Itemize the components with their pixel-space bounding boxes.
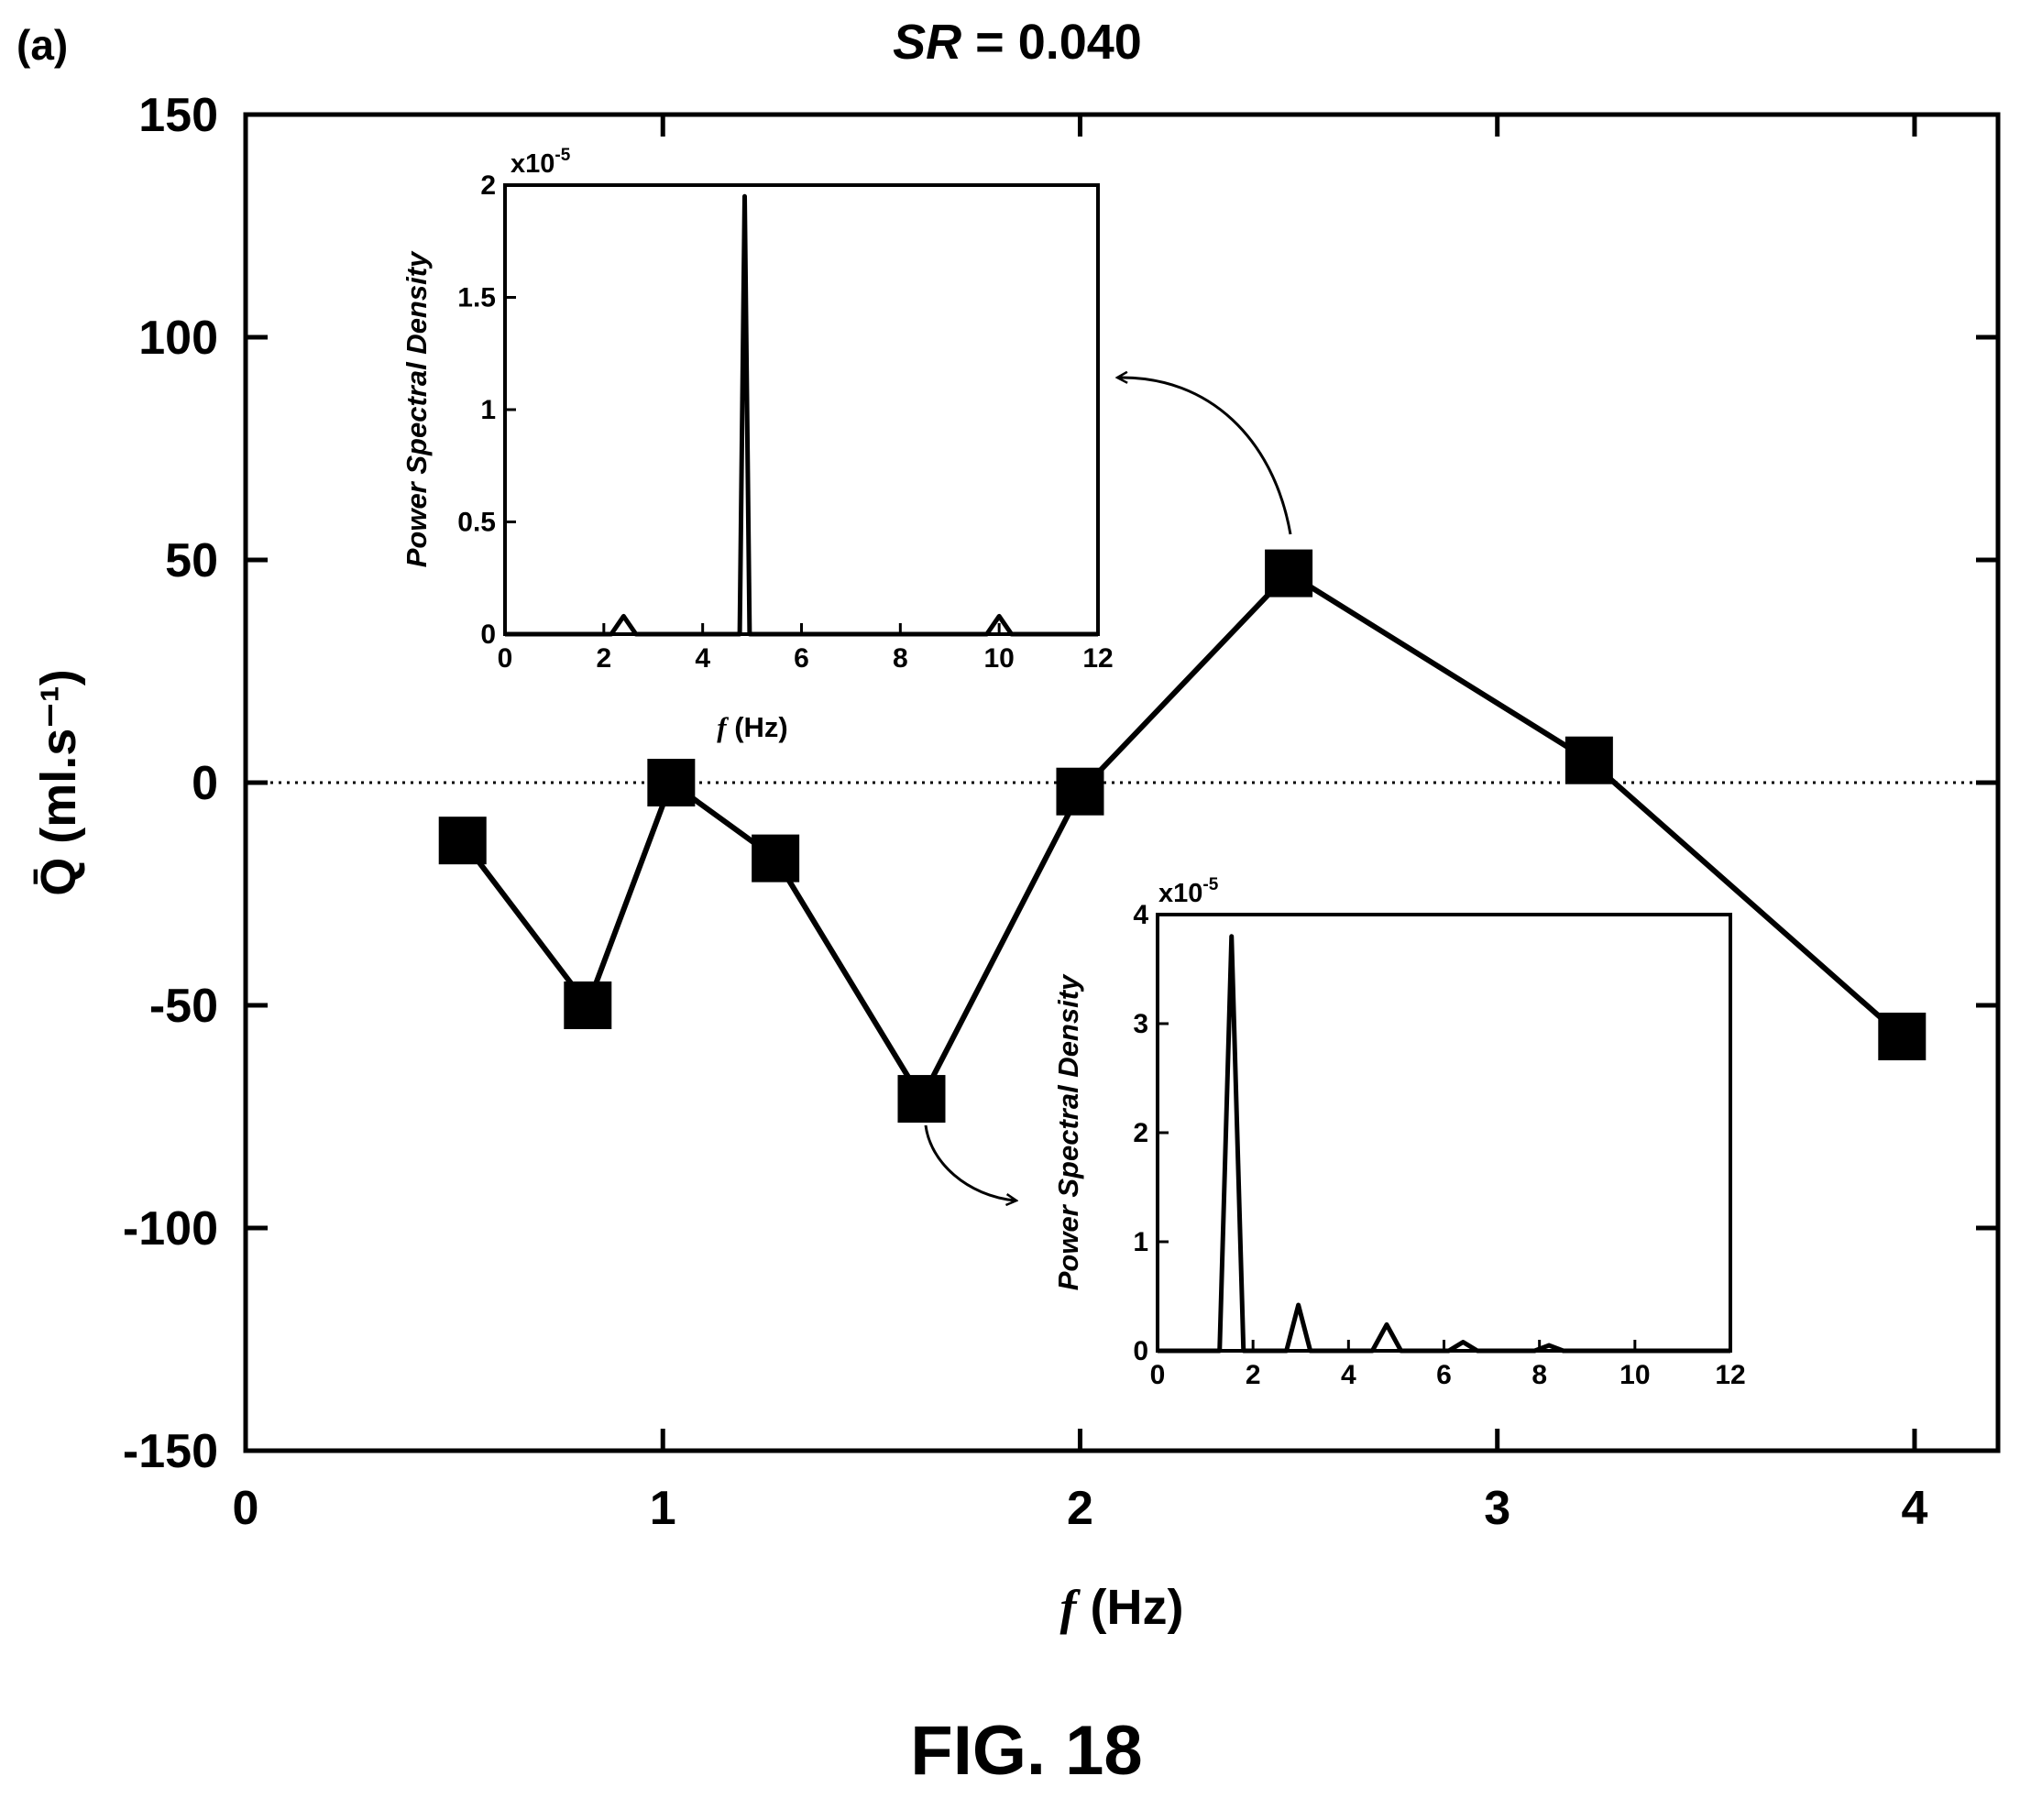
x-tick-label: 0 [233, 1482, 259, 1535]
inset-top-scale-label: x10-5 [510, 146, 571, 179]
figure-caption: FIG. 18 [910, 1712, 1142, 1790]
inset-top-y-tick-label: 1 [480, 395, 496, 425]
inset-top-x-tick-label: 8 [893, 643, 908, 674]
inset-bottom-y-tick-label: 0 [1133, 1336, 1148, 1366]
data-point-marker [1878, 1013, 1927, 1061]
inset-bottom-x-tick-label: 10 [1619, 1360, 1650, 1390]
inset-top-frame [503, 183, 1100, 636]
data-point-marker [897, 1075, 946, 1124]
x-axis-title: f (Hz) [1060, 1580, 1184, 1635]
inset-top-x-axis-title: f (Hz) [717, 711, 787, 743]
inset-bottom-x-tick-label: 6 [1436, 1360, 1452, 1390]
inset-top-scale-exponent: -5 [554, 146, 570, 165]
main-data-layer [438, 549, 1927, 1124]
inset-top-x-tick-label: 0 [498, 643, 513, 674]
chart-title-value: = 0.040 [961, 15, 1142, 70]
inset-bottom-x-tick-label: 2 [1246, 1360, 1261, 1390]
inset-bottom-scale-base: x10 [1158, 879, 1202, 908]
x-tick-label: 3 [1484, 1482, 1510, 1535]
data-point-marker [752, 834, 800, 883]
inset-top-x-tick-label: 10 [983, 643, 1014, 674]
x-tick-label: 1 [650, 1482, 676, 1535]
data-point-marker [1056, 767, 1104, 816]
inset-bottom-ticks [1156, 913, 1732, 1353]
y-tick-label: 150 [138, 89, 218, 142]
callout-arrow-to-top-inset [1118, 378, 1292, 535]
inset-bottom-scale-label: x10-5 [1158, 875, 1219, 908]
inset-top-ticks [503, 183, 1100, 636]
y-tick-label: -100 [123, 1202, 218, 1255]
inset-top-x-tick-label: 12 [1082, 643, 1113, 674]
y-tick-label: -50 [149, 980, 218, 1033]
inset-top-scale-base: x10 [510, 149, 554, 179]
inset-bottom-x-tick-label: 0 [1150, 1360, 1166, 1390]
callout-arrow-to-bottom-inset [924, 1124, 1016, 1201]
inset-top-psd-line [505, 193, 1098, 637]
chart-title-variable: SR [893, 15, 961, 70]
y-tick-label: 0 [192, 757, 218, 810]
inset-top-x-tick-label: 2 [596, 643, 611, 674]
inset-top-y-tick-label: 0.5 [457, 508, 496, 538]
data-point-marker [647, 759, 696, 806]
chart-title: SR = 0.040 [893, 15, 1142, 70]
inset-top-x-tick-label: 6 [794, 643, 809, 674]
y-tick-label: -150 [123, 1425, 218, 1478]
y-tick-label: 50 [165, 534, 218, 587]
inset-bottom-y-tick-label: 4 [1133, 900, 1148, 930]
inset-bottom-x-tick-label: 8 [1531, 1360, 1547, 1390]
inset-top-y-tick-label: 1.5 [457, 283, 496, 313]
data-point-marker [564, 981, 612, 1029]
inset-top-tick-labels: 0 2 4 6 8 10 12 0 0.5 1 1.5 2 [457, 170, 1113, 674]
inset-bottom-y-tick-label: 3 [1133, 1009, 1148, 1039]
y-axis-title: Q̄ (ml.s⁻¹) [31, 669, 86, 896]
x-tick-label: 4 [1901, 1482, 1927, 1535]
inset-bottom-x-tick-label: 4 [1341, 1360, 1356, 1390]
data-point-marker [1564, 736, 1613, 784]
inset-bottom-y-tick-label: 2 [1133, 1118, 1148, 1148]
inset-top-plot: 0 2 4 6 8 10 12 0 0.5 1 1.5 2 x10-5 Power Spectral … [401, 146, 1114, 743]
inset-bottom-y-tick-label: 1 [1133, 1227, 1148, 1257]
inset-bottom-scale-exponent: -5 [1202, 875, 1218, 894]
inset-top-y-axis-title: Power Spectral Density [401, 250, 433, 567]
x-axis-title-unit: (Hz) [1077, 1580, 1184, 1635]
inset-top-y-tick-label: 0 [480, 619, 496, 650]
inset-bottom-x-tick-label: 12 [1715, 1360, 1745, 1390]
inset-top-x-axis-title-unit: (Hz) [727, 711, 788, 743]
y-tick-label: 100 [138, 312, 218, 365]
inset-top-x-tick-label: 4 [695, 643, 710, 674]
data-point-marker [438, 817, 487, 865]
inset-bottom-y-axis-title: Power Spectral Density [1052, 973, 1084, 1290]
data-point-marker [1265, 549, 1313, 598]
main-ticks [243, 112, 1998, 1453]
inset-top-data-layer [505, 193, 1098, 637]
inset-top-y-tick-label: 2 [480, 170, 496, 201]
inset-top-x-axis-title-variable: f [717, 711, 729, 743]
x-tick-label: 2 [1067, 1482, 1093, 1535]
x-axis-title-variable: f [1060, 1580, 1081, 1635]
panel-label: (a) [16, 21, 68, 69]
